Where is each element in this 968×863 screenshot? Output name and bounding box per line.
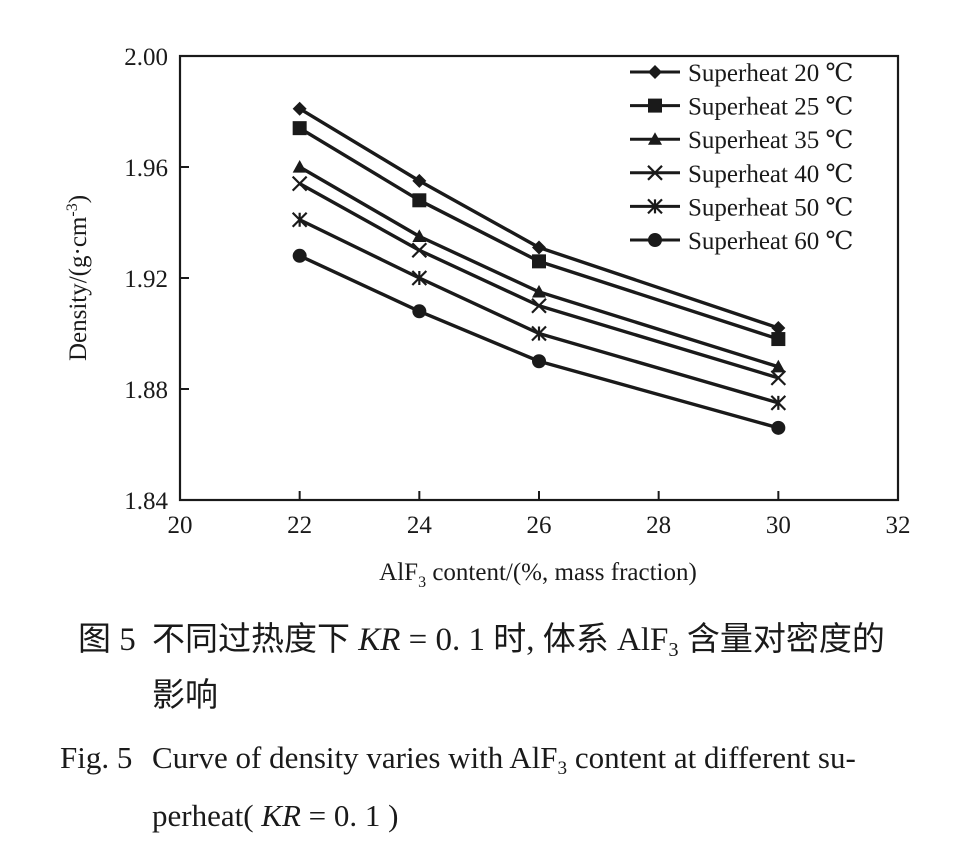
- y-tick-label: 1.88: [124, 377, 168, 404]
- series-4: [291, 175, 787, 386]
- caption-cn-text: 不同过热度下 KR = 0. 1 时, 体系 AlF3 含量对密度的: [152, 622, 885, 662]
- x-tick-label: 28: [646, 512, 671, 539]
- legend-label: Superheat 50 ℃: [688, 194, 853, 221]
- y-tick-label: 2.00: [124, 44, 168, 71]
- series-line: [298, 218, 779, 405]
- data-point: [412, 229, 427, 242]
- data-point: [291, 175, 308, 192]
- data-point: [291, 211, 308, 228]
- x-tick-label: 32: [886, 512, 911, 539]
- data-point: [411, 242, 428, 259]
- data-point: [292, 160, 307, 173]
- series-2: [292, 121, 786, 347]
- series-layer: [291, 101, 787, 435]
- plot-frame: [178, 54, 900, 502]
- data-point: [531, 325, 547, 342]
- caption-cn-continued: 影响: [152, 678, 218, 714]
- series-3: [292, 160, 786, 373]
- data-point: [771, 359, 786, 373]
- legend-label: Superheat 35 ℃: [688, 127, 853, 154]
- y-axis-ticks: 1.84 1.88 1.92 1.96 2.00: [124, 44, 189, 515]
- legend-item: Superheat 60 ℃: [630, 228, 853, 255]
- legend-marker: [647, 198, 663, 215]
- legend-item: Superheat 35 ℃: [630, 127, 853, 154]
- data-point: [532, 254, 546, 269]
- data-point: [412, 193, 427, 208]
- data-point: [412, 304, 427, 319]
- legend-item: Superheat 25 ℃: [630, 94, 853, 121]
- series-line: [298, 182, 779, 380]
- legend-label: Superheat 25 ℃: [688, 94, 853, 121]
- series-line: [298, 254, 779, 430]
- chart-axes: [178, 54, 900, 502]
- data-point: [531, 297, 547, 314]
- legend-label: Superheat 20 ℃: [688, 60, 853, 87]
- data-point: [412, 173, 427, 188]
- x-tick-label: 30: [766, 512, 791, 539]
- x-axis-label: AlF3 content/(%, mass fraction): [379, 559, 697, 591]
- y-tick-label: 1.96: [124, 155, 168, 182]
- data-point: [771, 332, 786, 347]
- series-5: [291, 211, 787, 411]
- x-tick-label: 24: [407, 512, 433, 539]
- legend-label: Superheat 60 ℃: [688, 228, 853, 255]
- data-point: [771, 420, 786, 435]
- y-tick-label: 1.92: [124, 266, 168, 293]
- data-point: [292, 101, 307, 116]
- y-axis-label: Density/(g·cm-3): [64, 195, 92, 361]
- x-axis-ticks: 20 22 24 26 28 30 32: [168, 491, 911, 539]
- density-line-chart: 20 22 24 26 28 30 32 1.84 1.88 1.92 1.96 2.00 Supe…: [64, 44, 911, 591]
- data-point: [532, 354, 546, 369]
- data-point: [532, 284, 546, 298]
- legend-marker: [647, 165, 663, 181]
- x-tick-label: 26: [527, 512, 552, 539]
- legend-marker: [648, 233, 662, 247]
- legend-marker: [648, 132, 662, 145]
- legend-label: Superheat 40 ℃: [688, 161, 853, 188]
- series-line: [298, 126, 779, 341]
- data-point: [770, 370, 787, 386]
- caption-en-label: Fig. 5: [60, 740, 133, 775]
- legend-marker: [648, 98, 662, 113]
- caption-en-continued: perheat( KR = 0. 1 ): [152, 798, 399, 833]
- legend: Superheat 20 ℃ Superheat 25 ℃ Superheat 35…: [630, 60, 853, 255]
- data-point: [411, 270, 428, 286]
- data-point: [292, 248, 307, 263]
- legend-item: Superheat 20 ℃: [630, 60, 853, 87]
- data-point: [292, 121, 307, 136]
- legend-marker: [648, 65, 662, 79]
- data-point: [770, 395, 787, 411]
- legend-item: Superheat 50 ℃: [630, 194, 853, 221]
- caption-en-text: Curve of density varies with AlF3 conten…: [152, 740, 856, 779]
- x-tick-label: 22: [287, 512, 312, 539]
- data-point: [771, 320, 786, 335]
- series-line: [298, 107, 779, 330]
- x-tick-label: 20: [168, 512, 193, 539]
- legend-item: Superheat 40 ℃: [630, 161, 853, 188]
- y-tick-label: 1.84: [124, 488, 168, 515]
- data-point: [532, 240, 546, 255]
- series-1: [292, 101, 786, 335]
- series-line: [298, 165, 779, 369]
- series-6: [292, 248, 786, 435]
- caption-cn-label: 图 5: [78, 622, 136, 658]
